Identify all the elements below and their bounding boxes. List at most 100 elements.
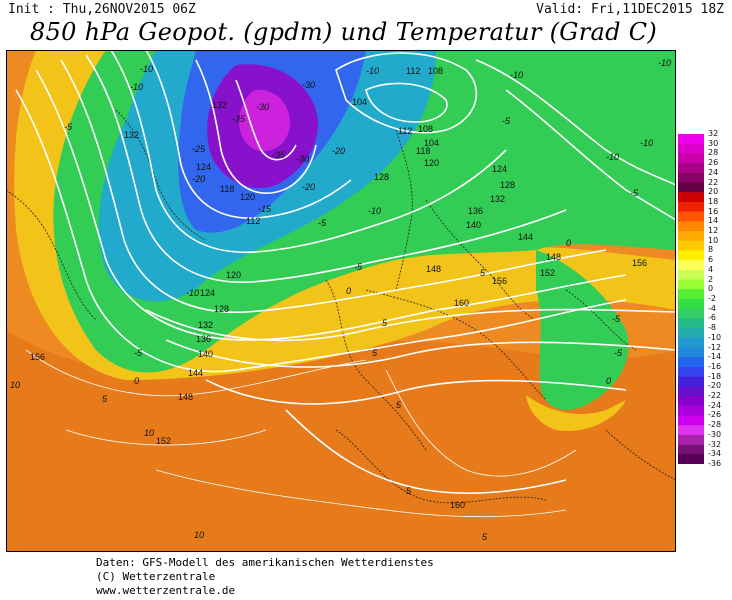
temp-label: -30	[302, 80, 315, 90]
color-scale-swatch	[678, 386, 704, 397]
temp-label: 10	[10, 380, 20, 390]
color-scale-bar	[678, 134, 704, 464]
temp-label: -35	[272, 150, 286, 160]
copyright: (C) Wetterzentrale	[96, 570, 216, 583]
geo-label: 132	[198, 320, 213, 330]
geo-label: 140	[198, 349, 213, 359]
color-scale-label: -6	[708, 313, 716, 323]
geo-label: 148	[546, 252, 561, 262]
temp-label: -5	[64, 122, 73, 132]
temp-label: 5	[396, 400, 402, 410]
temp-label: 5	[382, 318, 388, 328]
geo-label: 132	[490, 194, 505, 204]
geo-label: 144	[188, 368, 203, 378]
color-scale-swatch	[678, 337, 704, 348]
temp-label: 5	[482, 532, 488, 542]
temp-label: -20	[192, 174, 205, 184]
color-scale-label: 0	[708, 284, 714, 294]
temp-label: 0	[566, 238, 571, 248]
website-url: www.wetterzentrale.de	[96, 584, 236, 597]
geo-label: 140	[466, 220, 481, 230]
color-scale-label: -30	[708, 429, 722, 439]
geo-label: 132	[124, 130, 139, 140]
orange-zone	[6, 330, 676, 552]
temp-label: -10	[640, 138, 653, 148]
color-scale-label: -12	[708, 342, 722, 352]
color-scale-swatch	[678, 153, 704, 164]
color-scale-label: 20	[708, 187, 719, 197]
geo-label: 104	[352, 97, 367, 107]
color-scale-swatch	[678, 308, 704, 319]
color-scale-label: 24	[708, 167, 719, 177]
color-scale-swatch	[678, 172, 704, 183]
geo-label: 120	[424, 158, 439, 168]
color-scale-swatch	[678, 318, 704, 329]
geo-label: 128	[214, 304, 229, 314]
color-scale-label: 10	[708, 235, 719, 245]
geo-label: 152	[156, 436, 171, 446]
color-scale-label: 22	[708, 177, 719, 187]
geo-label: 120	[240, 192, 255, 202]
temp-label: -5	[134, 348, 143, 358]
color-scale-swatch	[678, 347, 704, 358]
color-scale-label: -32	[708, 439, 722, 449]
geo-label: 156	[30, 352, 45, 362]
temp-label: -5	[318, 218, 327, 228]
geo-label: 112	[406, 66, 420, 76]
geo-label: 108	[418, 124, 433, 134]
temp-label: -10	[186, 288, 199, 298]
color-scale-swatch	[678, 211, 704, 222]
color-scale-label: -24	[708, 400, 722, 410]
color-scale-label: 14	[708, 216, 719, 226]
geo-label: 152	[540, 268, 555, 278]
temp-label: -10	[140, 64, 153, 74]
color-scale-swatch	[678, 182, 704, 193]
color-scale-swatch	[678, 192, 704, 203]
color-scale-swatch	[678, 405, 704, 416]
temp-label: 10	[194, 530, 204, 540]
geopotential-labels: 132 132 104 108 104 112 112 108 118 120 …	[30, 66, 647, 510]
geo-label: 136	[468, 206, 483, 216]
geo-label: 124	[200, 288, 215, 298]
color-scale-swatch	[678, 366, 704, 377]
temp-label: -5	[502, 116, 511, 126]
temperature-labels: -35 -30 -35 -30 -30 -25 -20 -15 -20 -20 …	[10, 58, 671, 542]
map-title: 850 hPa Geopot. (gpdm) und Temperatur (G…	[30, 18, 658, 46]
color-scale-label: -16	[708, 361, 722, 371]
color-scale-label: 18	[708, 196, 719, 206]
color-scale-label: 30	[708, 138, 719, 148]
color-scale-label: -10	[708, 332, 722, 342]
east-yellow-edge	[526, 395, 626, 431]
color-scale-swatch	[678, 328, 704, 339]
color-scale-swatch	[678, 163, 704, 174]
temp-label: 10	[144, 428, 154, 438]
color-scale-label: -8	[708, 323, 716, 333]
geo-label: 132	[212, 100, 227, 110]
temp-label: -30	[296, 154, 309, 164]
temp-label: -35	[232, 114, 246, 124]
color-scale-label: -36	[708, 459, 722, 468]
color-scale-label: 6	[708, 255, 714, 265]
temp-label: -5	[612, 314, 621, 324]
color-scale-label: 4	[708, 264, 714, 274]
valid-time: Valid: Fri,11DEC2015 18Z	[536, 2, 724, 17]
temp-label: 5	[372, 348, 378, 358]
geo-label: 104	[424, 138, 439, 148]
color-scale-label: 28	[708, 148, 719, 158]
temp-label: -10	[368, 206, 381, 216]
geo-label: 160	[450, 500, 465, 510]
geo-label: 108	[428, 66, 443, 76]
color-scale-swatch	[678, 134, 704, 145]
temp-label: -10	[366, 66, 379, 76]
color-scale-swatch	[678, 415, 704, 426]
geo-label: 148	[178, 392, 193, 402]
color-scale-label: 26	[708, 158, 719, 168]
init-time: Init : Thu,26NOV2015 06Z	[8, 2, 196, 17]
geo-label: 156	[492, 276, 507, 286]
temp-label: 0	[134, 376, 139, 386]
temp-label: -5	[614, 348, 623, 358]
geo-label: 112	[398, 126, 412, 136]
color-scale-label: 2	[708, 274, 714, 284]
geo-label: 124	[492, 164, 507, 174]
temp-label: -5	[354, 262, 363, 272]
